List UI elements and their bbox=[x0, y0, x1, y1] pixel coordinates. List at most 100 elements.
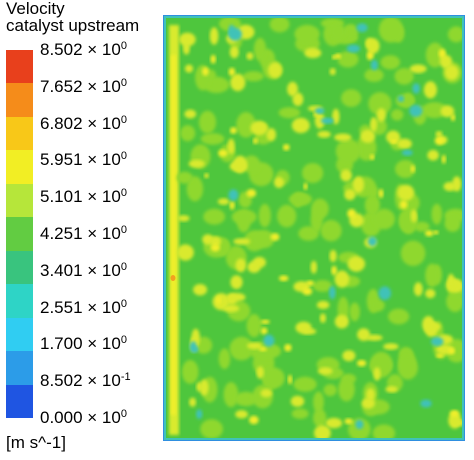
contour-blob bbox=[246, 342, 262, 350]
contour-blob bbox=[388, 308, 410, 325]
contour-blob bbox=[315, 107, 325, 114]
contour-blob bbox=[427, 149, 439, 161]
contour-blob bbox=[268, 62, 283, 79]
contour-blob bbox=[397, 138, 412, 149]
contour-blob bbox=[441, 154, 446, 164]
contour-blob bbox=[329, 286, 336, 300]
contour-blob bbox=[227, 138, 235, 155]
contour-blob bbox=[342, 350, 356, 362]
contour-blob bbox=[329, 68, 336, 76]
colorbar-swatch bbox=[6, 351, 33, 386]
contour-blob bbox=[425, 288, 436, 299]
contour-blob bbox=[188, 159, 205, 168]
contour-blob bbox=[334, 270, 350, 288]
contour-field bbox=[166, 18, 462, 438]
contour-blob bbox=[401, 149, 413, 156]
contour-blob bbox=[178, 32, 196, 47]
contour-blob bbox=[452, 176, 462, 192]
contour-blob bbox=[210, 236, 222, 247]
contour-blob bbox=[232, 155, 248, 174]
contour-blob bbox=[347, 256, 366, 272]
contour-blob bbox=[209, 27, 219, 45]
contour-blob bbox=[337, 51, 359, 68]
contour-blob bbox=[295, 193, 307, 205]
colorbar-tick-label: 5.951 × 100 bbox=[40, 150, 127, 170]
contour-blob bbox=[313, 280, 333, 292]
contour-blob bbox=[184, 64, 194, 73]
colorbar-tick-label: 0.000 × 100 bbox=[40, 408, 127, 427]
contour-blob bbox=[193, 284, 208, 296]
contour-blob bbox=[364, 194, 380, 216]
contour-blob bbox=[450, 113, 456, 122]
contour-blob bbox=[229, 336, 254, 361]
contour-blob bbox=[365, 37, 374, 49]
contour-blob bbox=[303, 182, 308, 190]
contour-blob bbox=[260, 319, 270, 324]
contour-blob bbox=[367, 236, 377, 247]
contour-blob bbox=[447, 26, 462, 43]
contour-blob bbox=[230, 73, 246, 92]
contour-blob bbox=[397, 356, 418, 380]
contour-blob bbox=[385, 386, 398, 393]
contour-blob bbox=[397, 184, 415, 201]
contour-blob bbox=[438, 48, 446, 59]
contour-blob bbox=[420, 399, 432, 408]
contour-blob bbox=[270, 233, 280, 241]
contour-blob bbox=[218, 348, 231, 370]
contour-blob bbox=[397, 95, 405, 102]
contour-blob bbox=[306, 280, 315, 286]
contour-blob bbox=[334, 133, 352, 142]
units-label: [m s^-1] bbox=[6, 433, 66, 452]
contour-blob bbox=[332, 108, 340, 125]
contour-blob bbox=[360, 129, 376, 143]
contour-blob bbox=[364, 68, 384, 82]
contour-blob bbox=[314, 425, 331, 438]
contour-blob bbox=[234, 391, 258, 407]
contour-blob bbox=[269, 18, 290, 33]
left-band-core bbox=[171, 55, 176, 415]
contour-blob bbox=[430, 336, 444, 347]
contour-blob bbox=[334, 314, 349, 329]
colorbar-swatch bbox=[6, 83, 33, 118]
contour-blob bbox=[292, 92, 304, 107]
contour-blob bbox=[249, 415, 259, 425]
contour-blob bbox=[256, 366, 264, 379]
contour-blob bbox=[383, 343, 399, 350]
contour-blob bbox=[330, 24, 346, 40]
contour-blob bbox=[395, 160, 416, 178]
contour-blob bbox=[380, 55, 401, 70]
contour-blob bbox=[287, 81, 298, 97]
contour-blob bbox=[180, 125, 196, 142]
contour-blob bbox=[370, 117, 377, 132]
contour-blob bbox=[176, 171, 193, 184]
colorbar-swatch bbox=[6, 50, 33, 84]
contour-blob bbox=[421, 102, 448, 119]
contour-blob bbox=[386, 130, 401, 144]
contour-blob bbox=[236, 112, 256, 138]
contour-blob bbox=[228, 27, 242, 41]
contour-blob bbox=[425, 263, 439, 288]
contour-blob bbox=[369, 351, 393, 378]
contour-blob bbox=[282, 144, 290, 151]
plot-frame bbox=[163, 15, 465, 441]
contour-blob bbox=[412, 83, 420, 94]
contour-blob bbox=[331, 265, 337, 276]
contour-blob bbox=[242, 155, 261, 174]
contour-blob bbox=[313, 408, 327, 428]
contour-blob bbox=[311, 198, 329, 219]
contour-blob bbox=[340, 169, 352, 182]
contour-blob bbox=[230, 275, 243, 290]
contour-blob bbox=[448, 347, 455, 355]
velocity-contour-plot bbox=[163, 15, 465, 441]
colorbar-tick-label: 5.101 × 100 bbox=[40, 187, 127, 207]
contour-blob bbox=[302, 287, 313, 296]
contour-blob bbox=[181, 360, 199, 384]
contour-blob bbox=[223, 382, 239, 408]
contour-blob bbox=[218, 149, 228, 157]
contour-blob bbox=[302, 163, 324, 183]
contour-blob bbox=[376, 108, 386, 122]
contour-blob bbox=[355, 419, 364, 430]
contour-blob bbox=[258, 203, 271, 228]
contour-blob bbox=[370, 299, 385, 312]
contour-blob bbox=[203, 208, 226, 225]
